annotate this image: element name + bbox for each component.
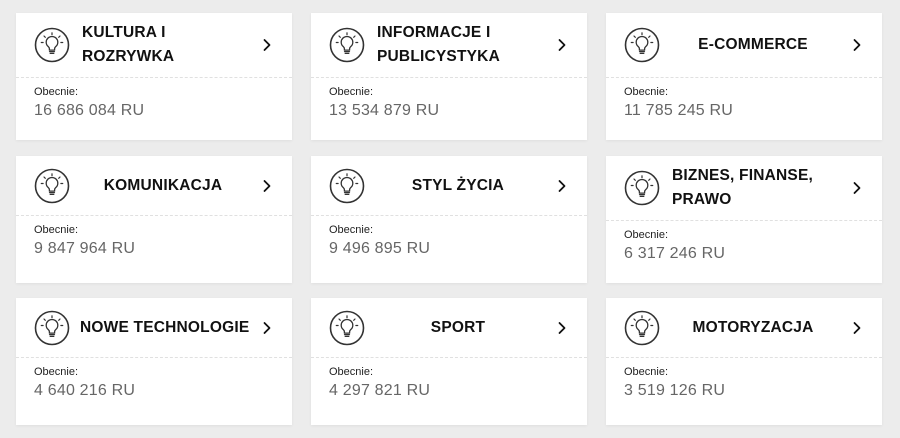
category-header-link[interactable]: KULTURA I ROZRYWKA	[16, 13, 292, 78]
current-value: 3 519 126 RU	[624, 382, 726, 399]
category-title: NOWE TECHNOLOGIE	[80, 318, 250, 336]
chevron-right-icon[interactable]	[850, 181, 864, 195]
lightbulb-icon	[34, 310, 70, 346]
chevron-right-icon[interactable]	[850, 38, 864, 52]
chevron-right-icon[interactable]	[555, 321, 569, 335]
current-value: 13 534 879 RU	[329, 102, 440, 119]
current-value: 11 785 245 RU	[624, 102, 734, 119]
category-title: KOMUNIKACJA	[103, 176, 223, 194]
current-value: 9 496 895 RU	[329, 240, 431, 257]
category-card: SPORT Obecnie: 4 297 821 RU	[311, 298, 587, 425]
current-value: 4 640 216 RU	[34, 382, 136, 399]
chevron-right-icon[interactable]	[260, 38, 274, 52]
category-title: E-COMMERCE	[698, 36, 808, 53]
category-title: MOTORYZACJA	[692, 318, 814, 336]
lightbulb-icon	[624, 310, 660, 346]
current-value: 6 317 246 RU	[624, 245, 726, 262]
category-header-link[interactable]: SPORT	[311, 298, 587, 358]
lightbulb-icon	[34, 27, 70, 63]
current-label: Obecnie:	[329, 86, 374, 98]
current-value: 16 686 084 RU	[34, 102, 145, 119]
lightbulb-icon	[624, 170, 660, 206]
category-card: STYL ŻYCIA Obecnie: 9 496 895 RU	[311, 156, 587, 283]
chevron-right-icon[interactable]	[555, 179, 569, 193]
category-title: SPORT	[430, 318, 486, 336]
chevron-right-icon[interactable]	[260, 321, 274, 335]
current-label: Obecnie:	[329, 224, 374, 236]
chevron-right-icon[interactable]	[260, 179, 274, 193]
category-card: MOTORYZACJA Obecnie: 3 519 126 RU	[606, 298, 882, 425]
current-label: Obecnie:	[624, 229, 669, 241]
category-card: NOWE TECHNOLOGIE Obecnie: 4 640 216 RU	[16, 298, 292, 425]
category-header-link[interactable]: INFORMACJE I PUBLICYSTYKA	[311, 13, 587, 78]
lightbulb-icon	[329, 27, 365, 63]
category-card: INFORMACJE I PUBLICYSTYKA Obecnie: 13 53…	[311, 13, 587, 140]
category-title: INFORMACJE I PUBLICYSTYKA	[377, 24, 500, 65]
category-header-link[interactable]: KOMUNIKACJA	[16, 156, 292, 216]
category-card: BIZNES, FINANSE, PRAWO Obecnie: 6 317 24…	[606, 156, 882, 283]
category-header-link[interactable]: NOWE TECHNOLOGIE	[16, 298, 292, 358]
category-title: STYL ŻYCIA	[411, 176, 505, 194]
category-header-link[interactable]: BIZNES, FINANSE, PRAWO	[606, 156, 882, 221]
current-label: Obecnie:	[34, 86, 79, 98]
category-card: KULTURA I ROZRYWKA Obecnie: 16 686 084 R…	[16, 13, 292, 140]
category-title: KULTURA I ROZRYWKA	[82, 24, 175, 65]
chevron-right-icon[interactable]	[555, 38, 569, 52]
category-title: BIZNES, FINANSE, PRAWO	[672, 167, 813, 208]
lightbulb-icon	[329, 168, 365, 204]
lightbulb-icon	[34, 168, 70, 204]
category-header-link[interactable]: STYL ŻYCIA	[311, 156, 587, 216]
current-value: 9 847 964 RU	[34, 240, 136, 257]
category-header-link[interactable]: MOTORYZACJA	[606, 298, 882, 358]
current-label: Obecnie:	[624, 86, 669, 98]
chevron-right-icon[interactable]	[850, 321, 864, 335]
lightbulb-icon	[624, 27, 660, 63]
current-label: Obecnie:	[34, 366, 79, 378]
category-card: KOMUNIKACJA Obecnie: 9 847 964 RU	[16, 156, 292, 283]
category-card: E-COMMERCE Obecnie: 11 785 245 RU	[606, 13, 882, 140]
current-label: Obecnie:	[34, 224, 79, 236]
current-label: Obecnie:	[329, 366, 374, 378]
category-header-link[interactable]: E-COMMERCE	[606, 13, 882, 78]
current-value: 4 297 821 RU	[329, 382, 431, 399]
current-label: Obecnie:	[624, 366, 669, 378]
lightbulb-icon	[329, 310, 365, 346]
